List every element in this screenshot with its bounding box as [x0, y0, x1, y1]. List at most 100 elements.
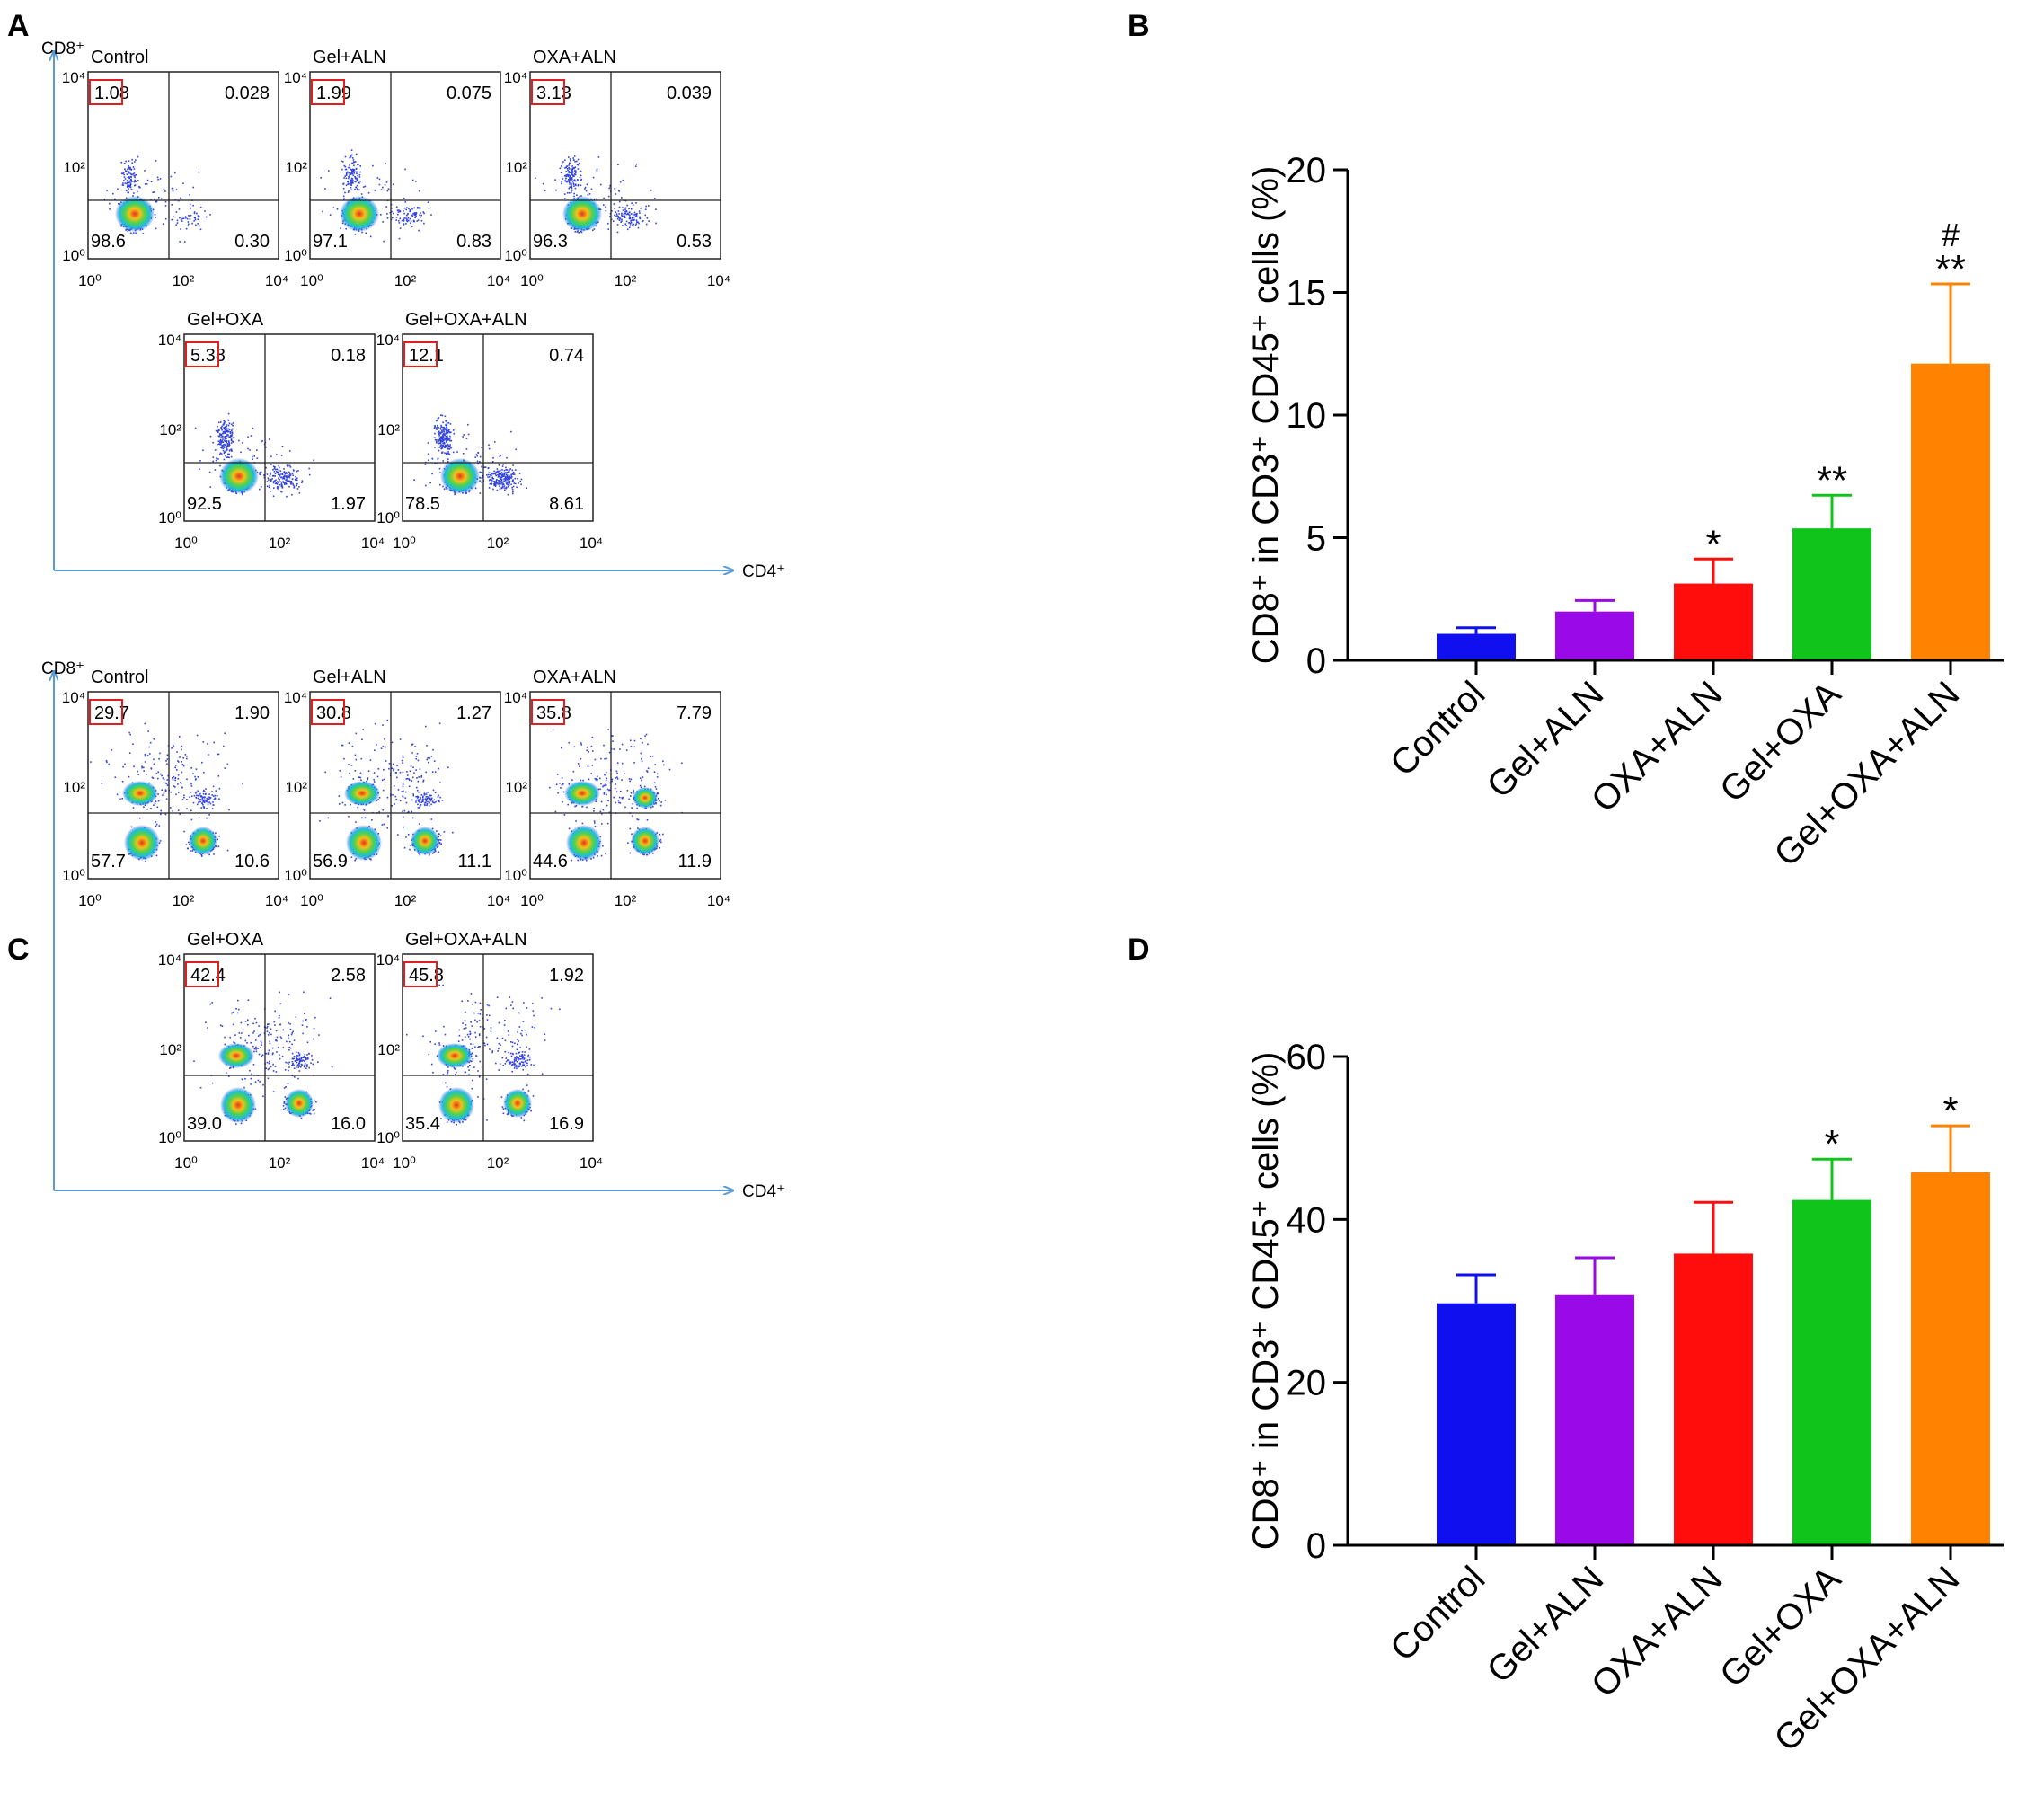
sample-name: Gel+OXA	[187, 310, 264, 330]
scatter-point	[127, 230, 129, 233]
scatter-point	[224, 444, 226, 446]
scatter-point	[227, 412, 230, 415]
scatter-point	[193, 211, 196, 213]
scatter-point	[227, 428, 230, 430]
scatter-point	[109, 208, 111, 210]
scatter-point	[448, 431, 451, 433]
scatter-point	[617, 210, 620, 212]
scatter-point	[563, 193, 566, 195]
scatter-point	[159, 178, 162, 180]
scatter-point	[635, 223, 638, 225]
scatter-point	[283, 472, 285, 473]
scatter-point	[358, 182, 360, 184]
scatter-point	[436, 420, 438, 422]
scatter-point	[344, 168, 347, 171]
scatter-point	[225, 426, 226, 429]
scatter-point	[353, 172, 355, 174]
scatter-point	[616, 217, 619, 220]
scatter-point	[106, 190, 108, 191]
scatter-point	[219, 434, 221, 437]
scatter-point	[618, 219, 621, 221]
scatter-point	[392, 217, 394, 219]
panel-label-c: C	[7, 933, 30, 967]
scatter-point	[247, 436, 249, 438]
scatter-point	[566, 192, 569, 194]
scatter-point	[420, 214, 422, 217]
scatter-point	[270, 479, 272, 482]
scatter-point	[403, 197, 405, 199]
scatter-point	[162, 223, 164, 225]
scatter-point	[268, 486, 270, 489]
scatter-point	[568, 181, 570, 183]
scatter-point	[130, 168, 133, 171]
scatter-point	[226, 429, 229, 432]
scatter-point	[191, 222, 193, 225]
scatter-point	[231, 429, 233, 431]
scatter-point	[372, 164, 374, 167]
scatter-point	[228, 444, 231, 446]
scatter-point	[446, 435, 448, 437]
scatter-point	[225, 450, 227, 452]
scatter-point	[447, 444, 449, 446]
scatter-point	[217, 443, 220, 445]
scatter-point	[621, 220, 623, 222]
scatter-point	[227, 420, 230, 421]
scatter-point	[443, 427, 445, 429]
scatter-point	[259, 472, 261, 473]
x-tick-label: 10⁴	[707, 272, 730, 289]
scatter-point	[633, 214, 634, 216]
scatter-point	[277, 473, 279, 475]
scatter-point	[565, 174, 567, 176]
scatter-point	[396, 209, 399, 211]
scatter-point	[587, 194, 589, 196]
sample-name: OXA+ALN	[533, 48, 616, 67]
scatter-point	[415, 181, 417, 182]
scatter-point	[449, 435, 451, 438]
scatter-point	[634, 214, 636, 216]
scatter-point	[442, 429, 444, 431]
quadrant-q3-value: 97.1	[313, 232, 348, 252]
scatter-point	[232, 428, 234, 430]
scatter-point	[220, 447, 222, 448]
scatter-point	[130, 179, 132, 181]
scatter-point	[351, 172, 353, 174]
scatter-point	[287, 465, 288, 467]
scatter-point	[247, 447, 249, 450]
scatter-point	[446, 441, 447, 443]
scatter-point	[593, 198, 596, 200]
scatter-point	[624, 215, 626, 217]
scatter-point	[220, 441, 223, 444]
scatter-point	[284, 482, 287, 483]
scatter-point	[568, 166, 570, 169]
scatter-point	[355, 171, 358, 173]
scatter-point	[571, 172, 572, 174]
scatter-point	[172, 190, 174, 192]
scatter-point	[352, 180, 354, 181]
scatter-point	[627, 212, 629, 215]
scatter-point	[135, 159, 137, 161]
scatter-point	[575, 172, 577, 173]
scatter-point	[418, 207, 420, 208]
scatter-point	[447, 436, 448, 438]
scatter-point	[146, 179, 149, 181]
scatter-point	[256, 449, 258, 451]
scatter-point	[229, 449, 231, 451]
scatter-point	[175, 189, 178, 190]
scatter-point	[415, 212, 418, 214]
scatter-point	[621, 212, 623, 215]
plot-frame	[183, 333, 376, 522]
scatter-point	[398, 209, 400, 211]
scatter-point	[569, 178, 571, 181]
scatter-point	[367, 191, 370, 194]
scatter-point	[446, 433, 448, 436]
scatter-point	[441, 436, 443, 438]
scatter-point	[364, 185, 367, 188]
scatter-point	[386, 213, 388, 215]
scatter-point	[127, 176, 129, 179]
plot-frame	[529, 71, 721, 260]
x-tick-label: 10⁰	[300, 272, 323, 289]
scatter-point	[277, 471, 279, 473]
scatter-point	[447, 451, 449, 453]
scatter-point	[445, 424, 447, 426]
